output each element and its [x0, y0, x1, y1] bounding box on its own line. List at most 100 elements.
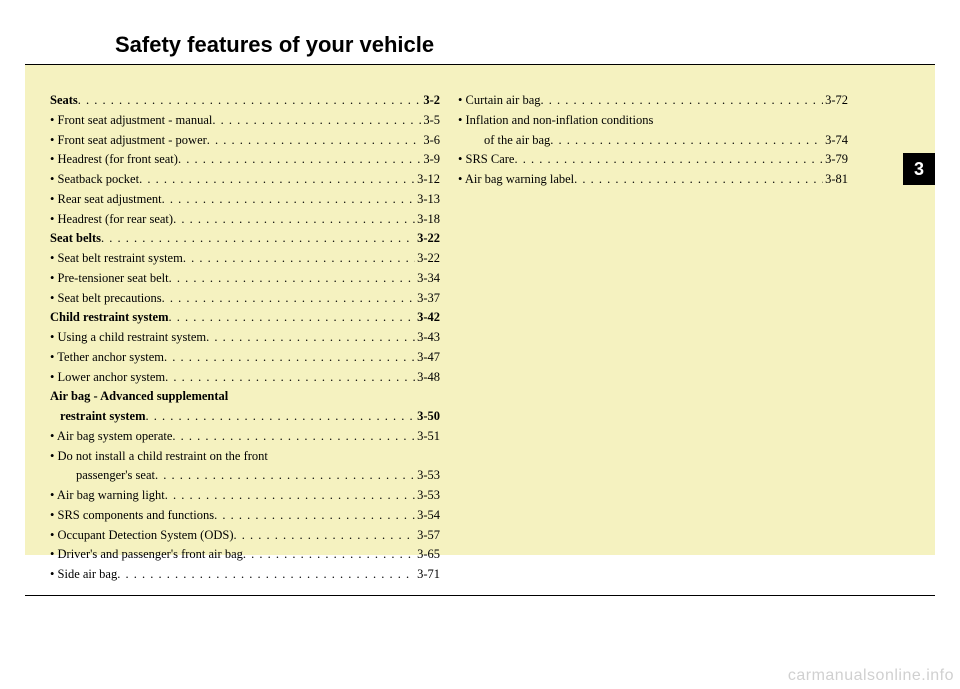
toc-label: Rear seat adjustment — [50, 190, 162, 210]
toc-page: 3-57 — [415, 526, 440, 546]
toc-line: Lower anchor system 3-48 — [50, 368, 440, 388]
toc-dots — [162, 289, 415, 309]
toc-line: Headrest (for rear seat) 3-18 — [50, 210, 440, 230]
toc-page: 3-43 — [415, 328, 440, 348]
toc-label: restraint system — [60, 407, 146, 427]
toc-right-column: Curtain air bag3-72Inflation and non-inf… — [458, 91, 848, 585]
toc-label: Air bag system operate — [50, 427, 172, 447]
toc-dots — [550, 131, 823, 151]
toc-page: 3-54 — [415, 506, 440, 526]
toc-dots — [234, 526, 416, 546]
toc-dots — [212, 111, 421, 131]
toc-label: Air bag - Advanced supplemental — [50, 387, 228, 407]
toc-dots — [78, 91, 422, 111]
toc-dots — [214, 506, 415, 526]
toc-page: 3-6 — [421, 131, 440, 151]
toc-left-column: Seats3-2Front seat adjustment - manual3-… — [50, 91, 440, 585]
toc-page: 3-71 — [415, 565, 440, 585]
toc-line: SRS components and functions3-54 — [50, 506, 440, 526]
toc-line: restraint system 3-50 — [50, 407, 440, 427]
toc-dots — [173, 210, 415, 230]
toc-line: Air bag warning light 3-53 — [50, 486, 440, 506]
toc-page: 3-81 — [823, 170, 848, 190]
toc-line: Air bag system operate3-51 — [50, 427, 440, 447]
toc-dots — [165, 368, 415, 388]
toc-label: Seat belt restraint system — [50, 249, 183, 269]
toc-dots — [139, 170, 415, 190]
toc-dots — [169, 269, 415, 289]
toc-label: Lower anchor system — [50, 368, 165, 388]
toc-label: Headrest (for rear seat) — [50, 210, 173, 230]
toc-label: passenger's seat — [76, 466, 155, 486]
toc-block: Seats3-2Front seat adjustment - manual3-… — [25, 65, 935, 555]
toc-label: Front seat adjustment - power — [50, 131, 207, 151]
toc-label: Using a child restraint system — [50, 328, 206, 348]
toc-page: 3-53 — [415, 486, 440, 506]
toc-dots — [169, 308, 416, 328]
toc-dots — [117, 565, 415, 585]
toc-label: Inflation and non-inflation conditions — [458, 111, 653, 131]
toc-page: 3-34 — [415, 269, 440, 289]
toc-line: Inflation and non-inflation conditions — [458, 111, 848, 131]
toc-label: Air bag warning light — [50, 486, 165, 506]
toc-page: 3-42 — [415, 308, 440, 328]
toc-line: Pre-tensioner seat belt 3-34 — [50, 269, 440, 289]
toc-dots — [183, 249, 415, 269]
toc-line: Rear seat adjustment 3-13 — [50, 190, 440, 210]
toc-page: 3-50 — [415, 407, 440, 427]
toc-line: Seats3-2 — [50, 91, 440, 111]
toc-page: 3-47 — [415, 348, 440, 368]
toc-page: 3-13 — [415, 190, 440, 210]
toc-label: Headrest (for front seat) — [50, 150, 178, 170]
toc-columns: Seats3-2Front seat adjustment - manual3-… — [50, 91, 915, 585]
toc-line: SRS Care3-79 — [458, 150, 848, 170]
toc-line: Seat belt restraint system3-22 — [50, 249, 440, 269]
toc-page: 3-72 — [823, 91, 848, 111]
page-title: Safety features of your vehicle — [25, 20, 935, 65]
toc-line: Air bag - Advanced supplemental — [50, 387, 440, 407]
toc-dots — [155, 466, 415, 486]
toc-page: 3-2 — [421, 91, 440, 111]
watermark-text: carmanualsonline.info — [788, 667, 954, 685]
toc-page: 3-74 — [823, 131, 848, 151]
toc-dots — [146, 407, 416, 427]
toc-line: Air bag warning label 3-81 — [458, 170, 848, 190]
toc-label: Seat belt precautions — [50, 289, 162, 309]
toc-label: Front seat adjustment - manual — [50, 111, 212, 131]
toc-label: Occupant Detection System (ODS) — [50, 526, 234, 546]
toc-label: Driver's and passenger's front air bag — [50, 545, 243, 565]
toc-dots — [574, 170, 823, 190]
toc-label: Seatback pocket — [50, 170, 139, 190]
toc-line: Headrest (for front seat) 3-9 — [50, 150, 440, 170]
toc-dots — [514, 150, 823, 170]
toc-label: Seat belts — [50, 229, 101, 249]
toc-dots — [178, 150, 421, 170]
toc-line: Seat belts3-22 — [50, 229, 440, 249]
toc-dots — [164, 348, 415, 368]
toc-label: Do not install a child restraint on the … — [50, 447, 268, 467]
toc-label: Air bag warning label — [458, 170, 574, 190]
toc-page: 3-9 — [421, 150, 440, 170]
toc-page: 3-18 — [415, 210, 440, 230]
toc-dots — [207, 131, 422, 151]
toc-line: of the air bag 3-74 — [458, 131, 848, 151]
toc-line: Seatback pocket3-12 — [50, 170, 440, 190]
toc-page: 3-53 — [415, 466, 440, 486]
toc-line: Do not install a child restraint on the … — [50, 447, 440, 467]
manual-page: Safety features of your vehicle Seats3-2… — [25, 20, 935, 580]
toc-dots — [172, 427, 415, 447]
toc-line: Curtain air bag3-72 — [458, 91, 848, 111]
toc-label: Pre-tensioner seat belt — [50, 269, 169, 289]
toc-dots — [162, 190, 415, 210]
toc-line: Front seat adjustment - manual3-5 — [50, 111, 440, 131]
toc-label: of the air bag — [484, 131, 550, 151]
toc-line: passenger's seat 3-53 — [50, 466, 440, 486]
toc-line: Side air bag3-71 — [50, 565, 440, 585]
toc-page: 3-48 — [415, 368, 440, 388]
toc-label: Tether anchor system — [50, 348, 164, 368]
toc-line: Tether anchor system 3-47 — [50, 348, 440, 368]
toc-page: 3-37 — [415, 289, 440, 309]
toc-dots — [541, 91, 824, 111]
toc-dots — [243, 545, 415, 565]
footer-rule — [25, 595, 935, 596]
